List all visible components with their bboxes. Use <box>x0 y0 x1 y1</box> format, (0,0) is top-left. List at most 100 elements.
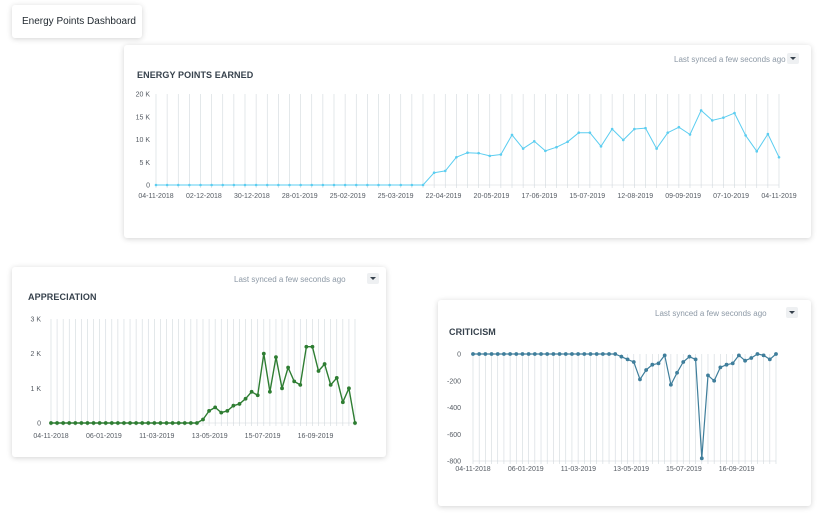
data-point[interactable] <box>347 386 351 391</box>
data-point[interactable] <box>432 171 436 175</box>
data-point[interactable] <box>299 183 302 187</box>
data-point[interactable] <box>243 396 248 401</box>
data-point[interactable] <box>298 382 303 387</box>
data-point[interactable] <box>310 344 315 349</box>
data-point[interactable] <box>483 352 488 356</box>
data-point[interactable] <box>182 421 187 425</box>
data-point[interactable] <box>668 382 673 387</box>
data-point[interactable] <box>766 132 770 136</box>
data-point[interactable] <box>681 360 686 364</box>
data-point[interactable] <box>443 169 447 173</box>
data-point[interactable] <box>152 421 157 425</box>
data-point[interactable] <box>322 362 327 366</box>
data-point[interactable] <box>237 402 242 406</box>
data-point[interactable] <box>213 405 218 410</box>
data-point[interactable] <box>638 377 642 382</box>
data-point[interactable] <box>388 183 391 187</box>
data-point[interactable] <box>655 147 658 150</box>
data-point[interactable] <box>599 145 603 148</box>
data-point[interactable] <box>610 127 614 131</box>
data-point[interactable] <box>722 116 725 119</box>
data-point[interactable] <box>619 354 624 359</box>
data-point[interactable] <box>712 378 717 383</box>
data-point[interactable] <box>736 353 741 358</box>
data-point[interactable] <box>122 421 126 425</box>
data-point[interactable] <box>176 421 181 425</box>
data-point[interactable] <box>103 421 108 425</box>
data-point[interactable] <box>221 183 225 187</box>
data-point[interactable] <box>115 421 120 425</box>
data-point[interactable] <box>532 140 536 143</box>
data-point[interactable] <box>570 352 574 356</box>
data-point[interactable] <box>510 133 514 137</box>
data-point[interactable] <box>158 421 163 425</box>
data-point[interactable] <box>600 352 605 356</box>
data-point[interactable] <box>265 183 269 187</box>
data-point[interactable] <box>710 119 714 122</box>
data-point[interactable] <box>514 352 519 356</box>
data-point[interactable] <box>334 376 339 380</box>
data-point[interactable] <box>243 183 247 187</box>
data-point[interactable] <box>662 353 667 358</box>
data-point[interactable] <box>274 355 278 360</box>
data-point[interactable] <box>210 183 213 187</box>
data-point[interactable] <box>292 379 297 384</box>
data-point[interactable] <box>321 183 325 187</box>
data-point[interactable] <box>675 370 679 375</box>
data-point[interactable] <box>539 352 543 356</box>
data-point[interactable] <box>286 365 291 370</box>
data-point[interactable] <box>755 352 760 356</box>
data-point[interactable] <box>499 153 503 156</box>
data-point[interactable] <box>749 356 754 360</box>
data-point[interactable] <box>61 421 66 425</box>
data-point[interactable] <box>544 149 547 153</box>
data-point[interactable] <box>488 154 492 158</box>
data-point[interactable] <box>650 362 655 367</box>
data-point[interactable] <box>165 183 169 187</box>
data-point[interactable] <box>666 131 670 134</box>
data-point[interactable] <box>774 352 778 356</box>
data-point[interactable] <box>613 352 618 356</box>
data-point[interactable] <box>354 183 358 187</box>
data-point[interactable] <box>744 134 747 137</box>
data-point[interactable] <box>343 183 347 187</box>
data-point[interactable] <box>232 183 236 187</box>
data-point[interactable] <box>231 403 236 408</box>
data-point[interactable] <box>471 352 475 356</box>
data-point[interactable] <box>188 183 191 187</box>
data-point[interactable] <box>555 145 558 149</box>
data-point[interactable] <box>677 125 681 129</box>
data-point[interactable] <box>249 389 254 394</box>
data-point[interactable] <box>557 352 562 356</box>
data-point[interactable] <box>607 352 611 356</box>
data-point[interactable] <box>566 140 569 144</box>
data-point[interactable] <box>718 365 723 370</box>
data-point[interactable] <box>164 421 169 425</box>
data-point[interactable] <box>545 352 550 356</box>
data-point[interactable] <box>576 352 581 356</box>
data-point[interactable] <box>332 183 336 187</box>
data-point[interactable] <box>693 357 698 362</box>
data-point[interactable] <box>421 183 425 187</box>
data-point[interactable] <box>73 421 78 425</box>
data-point[interactable] <box>134 421 139 425</box>
data-point[interactable] <box>588 131 592 134</box>
data-point[interactable] <box>154 183 158 187</box>
data-point[interactable] <box>455 155 458 159</box>
data-point[interactable] <box>128 421 132 425</box>
data-point[interactable] <box>109 421 114 425</box>
data-point[interactable] <box>563 352 568 356</box>
data-point[interactable] <box>316 369 321 373</box>
data-point[interactable] <box>588 352 593 356</box>
data-point[interactable] <box>551 352 556 356</box>
data-point[interactable] <box>195 421 199 425</box>
data-point[interactable] <box>755 150 759 153</box>
data-point[interactable] <box>340 400 345 405</box>
data-point[interactable] <box>730 361 735 366</box>
data-point[interactable] <box>85 421 90 425</box>
data-point[interactable] <box>170 421 175 425</box>
data-point[interactable] <box>777 155 781 159</box>
data-point[interactable] <box>520 352 525 356</box>
data-point[interactable] <box>188 421 193 425</box>
data-point[interactable] <box>706 373 710 378</box>
